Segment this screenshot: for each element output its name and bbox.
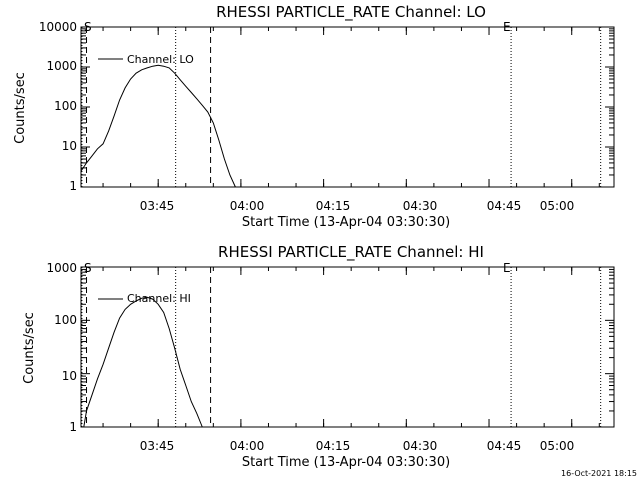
plot-area-lo — [80, 26, 615, 188]
panel-lo: RHESSI PARTICLE_RATE Channel: LO Start T… — [13, 3, 615, 230]
y-tick-label-lo-1000: 1000 — [46, 59, 77, 73]
x-tick-label-lo-0345: 03:45 — [140, 199, 175, 213]
series-line-lo — [80, 64, 236, 188]
x-tick-label-lo-0400: 04:00 — [230, 199, 265, 213]
y-tick-label-hi-1000: 1000 — [46, 261, 77, 275]
y-tick-label-lo-10000: 10000 — [39, 20, 77, 34]
series-line-hi — [83, 296, 203, 428]
end-marker-hi: E — [503, 261, 511, 275]
y-tick-label-hi-10: 10 — [62, 369, 77, 383]
x-tick-labels-hi: 03:45 04:00 04:15 04:30 04:45 05:00 — [140, 439, 575, 453]
chart-title-hi: RHESSI PARTICLE_RATE Channel: HI — [218, 243, 484, 262]
plot-frame-hi — [80, 266, 615, 428]
x-tick-label-hi-0345: 03:45 — [140, 439, 175, 453]
start-marker-hi: S — [84, 261, 92, 275]
legend-label-hi: Channel: HI — [127, 292, 191, 305]
y-tick-label-lo-100: 100 — [54, 99, 77, 113]
y-axis-label-lo: Counts/sec — [13, 72, 28, 144]
panel-hi: RHESSI PARTICLE_RATE Channel: HI Start T… — [22, 243, 615, 470]
x-tick-label-hi-0430: 04:30 — [403, 439, 438, 453]
y-tick-label-lo-1: 1 — [69, 179, 77, 193]
y-tick-label-lo-10: 10 — [62, 139, 77, 153]
x-tick-labels-lo: 03:45 04:00 04:15 04:30 04:45 05:00 — [140, 199, 575, 213]
x-tick-label-hi-0445: 04:45 — [487, 439, 522, 453]
x-axis-label-hi: Start Time (13-Apr-04 03:30:30) — [242, 455, 450, 470]
x-tick-label-hi-0400: 04:00 — [230, 439, 265, 453]
date-stamp: 16-Oct-2021 18:15 — [561, 469, 637, 478]
x-axis-label-lo: Start Time (13-Apr-04 03:30:30) — [242, 215, 450, 230]
plot-area-hi — [80, 266, 615, 428]
chart-title-lo: RHESSI PARTICLE_RATE Channel: LO — [216, 3, 486, 22]
y-tick-labels-lo: 10000 1000 100 10 1 — [39, 20, 77, 193]
legend-label-lo: Channel: LO — [127, 53, 194, 66]
x-tick-label-lo-0500: 05:00 — [540, 199, 575, 213]
x-tick-label-hi-0415: 04:15 — [316, 439, 351, 453]
x-tick-label-lo-0415: 04:15 — [316, 199, 351, 213]
x-tick-label-lo-0445: 04:45 — [487, 199, 522, 213]
x-tick-label-hi-0500: 05:00 — [540, 439, 575, 453]
x-tick-label-lo-0430: 04:30 — [403, 199, 438, 213]
y-tick-labels-hi: 1000 100 10 1 — [46, 261, 77, 434]
y-tick-label-hi-100: 100 — [54, 313, 77, 327]
y-axis-label-hi: Counts/sec — [22, 312, 37, 384]
y-tick-label-hi-1: 1 — [69, 420, 77, 434]
